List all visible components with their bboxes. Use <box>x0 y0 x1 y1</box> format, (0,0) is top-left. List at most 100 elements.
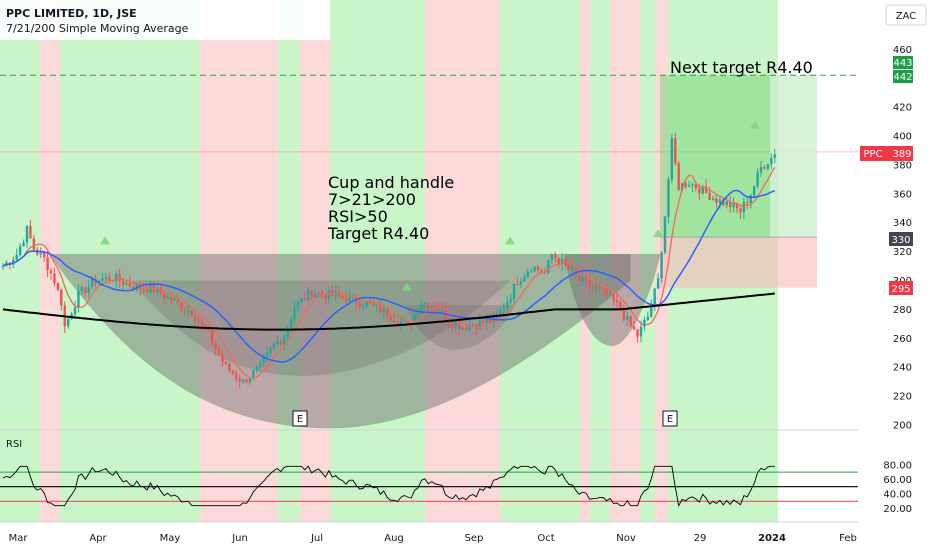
candle-body <box>361 305 365 307</box>
candle-body <box>200 322 204 325</box>
candle-body <box>608 293 612 295</box>
time-tick-label: Mar <box>9 533 29 544</box>
candle-body <box>759 167 763 173</box>
candle-body <box>248 378 252 383</box>
candle-body <box>595 287 598 289</box>
candle-body <box>176 299 180 303</box>
price-tick-label: 240 <box>893 363 912 374</box>
candle-body <box>471 325 475 327</box>
candle-body <box>217 348 221 355</box>
last-price-badge <box>860 146 913 161</box>
candle-body <box>145 289 149 293</box>
candle-body <box>420 304 423 313</box>
entry-badge <box>889 232 913 246</box>
candle-body <box>80 287 84 291</box>
candle-body <box>584 277 588 281</box>
candle-body <box>550 254 553 260</box>
candle-body <box>101 278 104 281</box>
candle-body <box>461 327 464 330</box>
time-tick-label: Feb <box>839 533 857 544</box>
candle-body <box>653 288 656 306</box>
candle-body <box>547 259 550 273</box>
candle-body <box>265 352 269 358</box>
rsi-tick-label: 20.00 <box>883 504 912 515</box>
candle-body <box>310 290 313 298</box>
candle-body <box>516 283 519 285</box>
candle-body <box>29 226 32 239</box>
entry-badge-label: 330 <box>891 235 910 246</box>
candle-body <box>451 324 454 328</box>
time-tick-label: Sep <box>465 533 484 544</box>
candle-body <box>324 294 327 299</box>
candle-body <box>571 269 574 271</box>
candle-body <box>111 280 114 282</box>
candle-body <box>725 201 728 206</box>
stop-badge-label: 295 <box>891 284 910 295</box>
background-zones <box>0 0 778 522</box>
candle-body <box>433 306 437 309</box>
candle-body <box>680 183 684 191</box>
candle-body <box>770 157 773 165</box>
candle-body <box>746 202 749 204</box>
price-tick-label: 380 <box>893 160 912 171</box>
candle-body <box>492 313 495 323</box>
candle-body <box>622 310 626 320</box>
chart-title: PPC LIMITED, 1D, JSE <box>6 7 137 20</box>
candle-body <box>90 278 94 287</box>
candle-body <box>125 282 128 285</box>
candle-body <box>108 277 111 281</box>
candle-body <box>437 308 440 310</box>
time-tick-label: 2024 <box>758 533 786 544</box>
candle-body <box>629 316 632 327</box>
currency-button[interactable] <box>885 4 927 26</box>
candle-body <box>752 185 756 196</box>
target-top-badge <box>893 56 913 69</box>
candle-body <box>331 289 334 296</box>
target-bottom-badge <box>893 70 913 83</box>
candle-body <box>670 138 674 180</box>
price-tick-label: 200 <box>893 421 912 432</box>
candle-body <box>231 370 235 374</box>
candle-body <box>619 302 622 311</box>
candle-body <box>667 179 670 217</box>
rsi-tick-label: 80.00 <box>883 460 912 471</box>
candle-body <box>742 202 746 213</box>
candle-body <box>42 252 46 258</box>
price-tick-label: 360 <box>893 189 912 200</box>
candle-body <box>121 281 125 285</box>
earnings-marker-2[interactable] <box>662 410 678 427</box>
earnings-marker-1[interactable] <box>292 410 308 427</box>
candle-body <box>379 304 382 313</box>
candle-body <box>423 303 427 305</box>
candle-body <box>8 262 12 265</box>
candle-body <box>104 277 108 279</box>
rsi-line <box>2 465 775 508</box>
sma-21-line <box>2 189 776 363</box>
price-tick-label: 280 <box>893 305 912 316</box>
price-tick-label: 420 <box>893 103 912 114</box>
setup-line-1: Cup and handle <box>328 173 454 192</box>
candle-body <box>241 379 245 382</box>
rsi-tick-label: 60.00 <box>883 475 912 486</box>
sma-200-line <box>2 292 775 331</box>
price-tick-label: 260 <box>893 334 912 345</box>
buy-signal-arrow <box>100 236 110 245</box>
candle-body <box>396 321 399 325</box>
candle-body <box>612 293 615 301</box>
candle-body <box>447 319 451 325</box>
candle-body <box>691 184 694 186</box>
candle-body <box>132 286 135 290</box>
time-tick-label: May <box>160 533 181 544</box>
bullish-zone-background <box>0 0 778 522</box>
time-tick-label: Jun <box>231 533 248 544</box>
candle-body <box>588 280 591 287</box>
candle-body <box>255 366 259 371</box>
candle-body <box>581 277 584 281</box>
candle-body <box>399 321 403 325</box>
candle-body <box>523 276 526 282</box>
candle-body <box>578 275 581 281</box>
candle-body <box>698 188 701 194</box>
candle-body <box>482 320 485 323</box>
candle-body <box>307 290 310 301</box>
